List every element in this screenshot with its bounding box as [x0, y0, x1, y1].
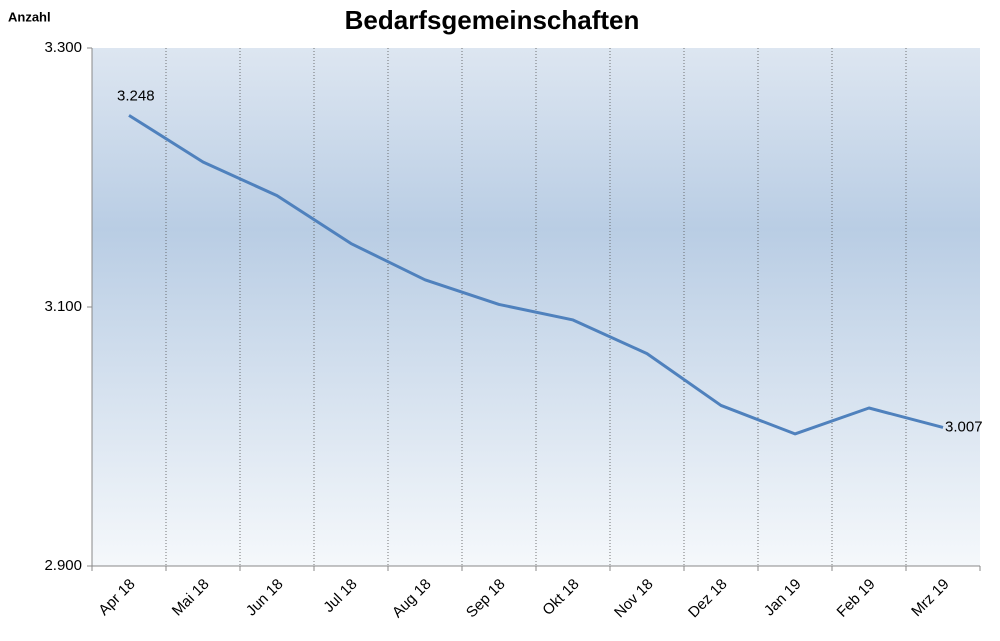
x-tick-label: Mrz 19	[908, 576, 952, 620]
y-axis-label: Anzahl	[8, 9, 51, 24]
y-tick-label: 2.900	[44, 557, 82, 574]
data-label: 3.007	[945, 418, 983, 435]
x-tick-label: Jun 18	[243, 576, 287, 620]
x-tick-label: Aug 18	[389, 576, 435, 622]
x-tick-label: Feb 19	[834, 576, 879, 621]
data-label: 3.248	[117, 87, 155, 104]
x-tick-label: Mai 18	[169, 576, 213, 620]
x-tick-label: Okt 18	[539, 576, 582, 619]
x-tick-label: Sep 18	[463, 576, 509, 622]
x-tick-label: Nov 18	[611, 576, 657, 622]
x-tick-label: Jul 18	[320, 576, 360, 616]
y-tick-label: 3.300	[44, 39, 82, 56]
chart-title: Bedarfsgemeinschaften	[345, 5, 640, 35]
x-tick-label: Apr 18	[95, 576, 138, 619]
x-tick-label: Jan 19	[761, 576, 805, 620]
y-tick-label: 3.100	[44, 298, 82, 315]
x-tick-label: Dez 18	[685, 576, 731, 622]
data-line	[128, 114, 944, 436]
